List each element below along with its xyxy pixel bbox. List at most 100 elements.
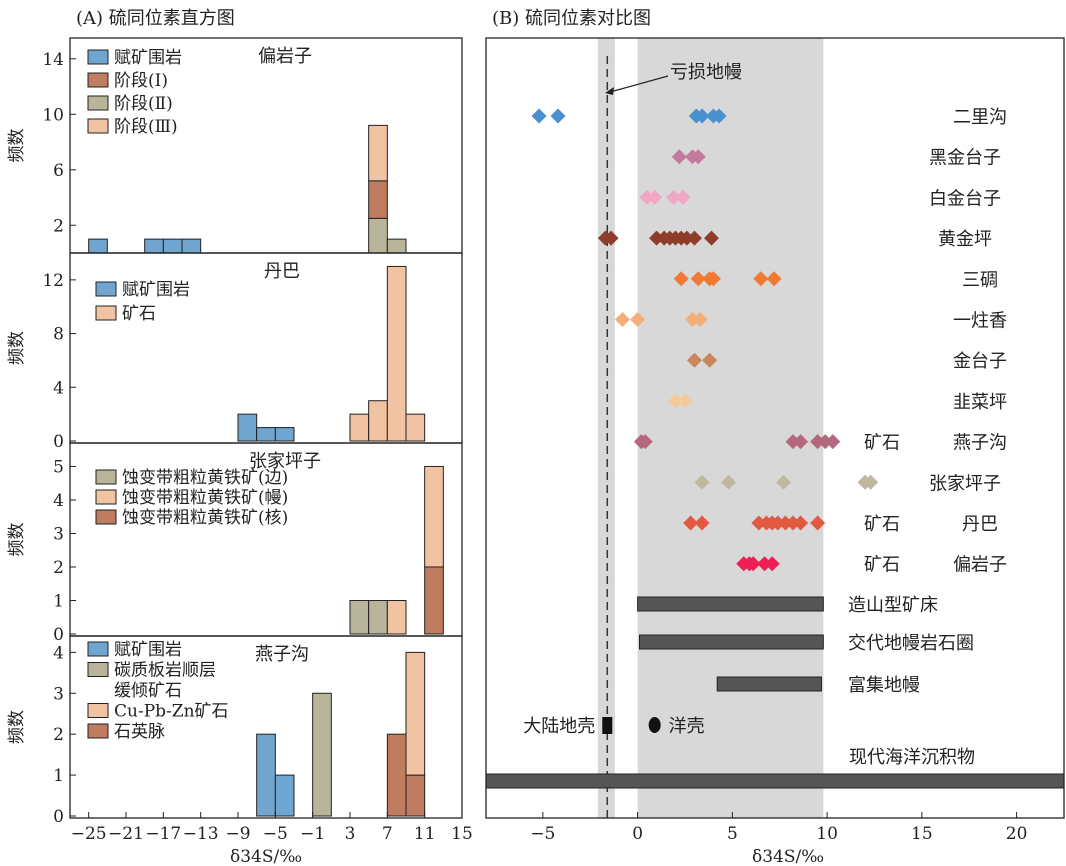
panel-b-frame: [485, 37, 1065, 819]
histogram-bar-1-0-2: [274, 427, 295, 442]
row-prefix-11: 矿石: [864, 555, 900, 576]
y-axis-label-0: 频数: [7, 129, 27, 163]
legend-swatch-1-0: [95, 281, 117, 297]
y-tick-label-1-3: 12: [42, 271, 64, 291]
diamond-11-4: [764, 556, 780, 572]
histogram-bar-3-3-0: [405, 651, 426, 776]
x-axis-label-b: δ34S/‰: [752, 847, 824, 866]
legend-label-2-2: 蚀变带粗粒黄铁矿(核): [122, 508, 288, 528]
y-tick-label-1-2: 8: [53, 325, 64, 345]
histogram-title-0: 偏岩子: [258, 46, 312, 67]
diamond-11-2: [745, 556, 761, 572]
histogram-bar-0-0-3: [181, 238, 202, 254]
legend-label-2-1: 蚀变带粗粒黄铁矿(幔): [122, 488, 288, 508]
depleted-mantle-arrow-head: [605, 87, 614, 95]
row-label-0: 二里沟: [953, 107, 1007, 128]
x-tick-label-a-5: −5: [263, 824, 288, 844]
legend-swatch-2-2: [95, 509, 117, 525]
histogram-bar-0-1-1: [386, 238, 407, 254]
y-tick-label-3-1: 1: [53, 766, 64, 786]
row-prefix-10: 矿石: [864, 514, 900, 535]
diamond-3-9: [704, 230, 720, 246]
diamond-5-1: [630, 312, 646, 327]
diamond-9-0: [694, 474, 710, 490]
legend-swatch-1-1: [95, 305, 117, 321]
panel-b-title: (B) 硫同位素对比图: [492, 8, 651, 29]
x-tick-label-a-2: −17: [145, 824, 181, 844]
row-label-10: 丹巴: [962, 514, 998, 535]
diamond-8-2: [785, 434, 801, 450]
legend-label-3-2: 缓倾矿石: [114, 681, 182, 701]
y-tick-label-3-4: 4: [53, 643, 64, 663]
diamond-3-7: [679, 230, 695, 246]
x-tick-label-b-0: −5: [530, 824, 555, 844]
y-axis-label-3: 频数: [7, 710, 27, 744]
y-tick-label-1-1: 4: [53, 378, 64, 398]
row-label-4: 三碉: [962, 270, 998, 291]
diamond-4-5: [766, 271, 782, 287]
histogram-bar-0-2-0: [368, 180, 388, 219]
diamond-2-3: [675, 189, 691, 205]
x-tick-label-b-3: 10: [816, 824, 838, 844]
legend-swatch-3-0: [87, 641, 109, 657]
histogram-bar-3-1-0: [312, 692, 332, 817]
y-tick-label-2-3: 3: [53, 524, 64, 544]
diamond-8-4: [810, 434, 826, 450]
legend-label-0-1: 阶段(Ⅰ): [114, 71, 168, 91]
legend-label-0-2: 阶段(Ⅱ): [114, 94, 173, 114]
x-axis-label-a: δ34S/‰: [230, 847, 302, 866]
x-tick-label-a-1: −21: [108, 824, 144, 844]
legend-swatch-0-0: [87, 49, 109, 65]
diamond-8-1: [637, 434, 653, 450]
y-tick-label-2-1: 1: [53, 591, 64, 611]
x-tick-label-a-3: −13: [183, 824, 219, 844]
histogram-title-2: 张家坪子: [249, 451, 321, 472]
y-tick-label-0-1: 6: [53, 161, 64, 181]
y-axis-label-2: 频数: [7, 523, 27, 557]
histogram-bar-3-0-0: [256, 733, 276, 817]
diamond-10-1: [694, 515, 710, 531]
range-bar-label-0: 造山型矿床: [848, 595, 938, 616]
diamond-1-0: [671, 149, 687, 165]
y-tick-label-2-2: 2: [53, 558, 64, 578]
diamond-5-3: [692, 312, 708, 327]
diamond-9-2: [776, 474, 792, 490]
diamond-6-0: [686, 352, 702, 368]
histogram-bar-0-0-2: [162, 238, 183, 254]
depleted-mantle-label: 亏损地幔: [670, 62, 742, 83]
legend-swatch-2-1: [95, 489, 117, 505]
legend-label-1-0: 赋矿围岩: [122, 280, 190, 300]
x-tick-label-a-7: 3: [345, 824, 356, 844]
x-tick-label-a-10: 15: [451, 824, 473, 844]
diamond-3-1: [603, 230, 619, 246]
row-label-9: 张家坪子: [929, 473, 1001, 494]
diamond-10-0: [683, 515, 699, 531]
histogram-bar-3-2-0: [386, 733, 407, 817]
continental-crust-label: 大陆地壳: [523, 716, 595, 737]
x-tick-label-b-2: 5: [727, 824, 738, 844]
range-bar-label-1: 交代地幔岩石圈: [848, 633, 974, 654]
histogram-bar-3-0-1: [274, 774, 295, 817]
legend-label-0-3: 阶段(Ⅲ): [114, 117, 178, 137]
histogram-bar-0-3-0: [368, 124, 388, 182]
x-tick-label-b-5: 20: [1006, 824, 1028, 844]
histogram-title-1: 丹巴: [264, 261, 300, 282]
y-tick-label-1-0: 0: [53, 432, 64, 452]
row-label-1: 黑金台子: [929, 148, 1001, 169]
histogram-bar-2-1-1: [424, 465, 444, 568]
histogram-bar-1-1-2: [386, 265, 407, 442]
histogram-bar-1-0-1: [256, 427, 276, 442]
diamond-8-5: [817, 434, 833, 450]
y-tick-label-2-5: 5: [53, 457, 64, 477]
row-prefix-8: 矿石: [864, 433, 900, 454]
diamond-5-2: [685, 312, 701, 327]
range-bar-label-2: 富集地幔: [848, 675, 920, 696]
x-tick-label-b-4: 15: [911, 824, 933, 844]
row-label-5: 一炷香: [953, 311, 1007, 332]
legend-swatch-0-1: [87, 72, 109, 88]
diamond-0-1: [550, 108, 566, 124]
diamond-0-0: [531, 108, 547, 124]
diamond-10-8: [793, 515, 809, 531]
range-bar-2: [716, 676, 822, 692]
diamond-8-6: [825, 434, 841, 450]
